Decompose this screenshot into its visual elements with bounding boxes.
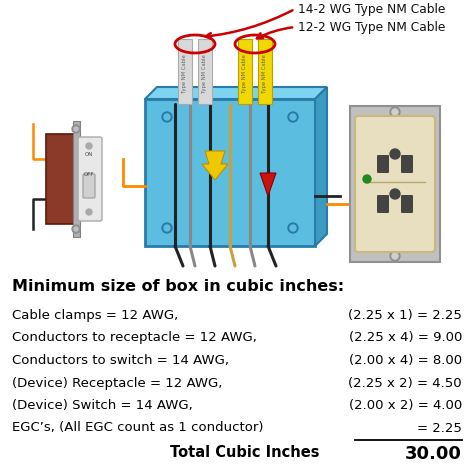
Circle shape <box>392 109 398 115</box>
Text: (Device) Receptacle = 12 AWG,: (Device) Receptacle = 12 AWG, <box>12 376 222 390</box>
FancyBboxPatch shape <box>78 137 102 221</box>
FancyBboxPatch shape <box>377 195 389 212</box>
Polygon shape <box>260 173 276 196</box>
Text: 30.00: 30.00 <box>405 445 462 463</box>
Text: Type NM Cable: Type NM Cable <box>243 55 247 93</box>
Circle shape <box>164 114 170 120</box>
Text: Conductors to switch = 14 AWG,: Conductors to switch = 14 AWG, <box>12 354 229 367</box>
FancyBboxPatch shape <box>145 99 315 246</box>
Circle shape <box>288 223 298 233</box>
Circle shape <box>390 149 400 159</box>
Text: (2.25 x 1) = 2.25: (2.25 x 1) = 2.25 <box>348 309 462 322</box>
Circle shape <box>390 107 400 117</box>
Polygon shape <box>145 87 327 99</box>
FancyBboxPatch shape <box>198 39 212 104</box>
Circle shape <box>288 112 298 122</box>
Text: 14-2 WG Type NM Cable: 14-2 WG Type NM Cable <box>298 2 446 16</box>
Text: Total Cubic Inches: Total Cubic Inches <box>171 445 320 460</box>
Text: 12-2 WG Type NM Cable: 12-2 WG Type NM Cable <box>298 20 446 34</box>
Text: = 2.25: = 2.25 <box>417 421 462 435</box>
FancyBboxPatch shape <box>178 39 192 104</box>
Circle shape <box>392 253 398 259</box>
Text: Type NM Cable: Type NM Cable <box>182 55 188 93</box>
Text: Type NM Cable: Type NM Cable <box>202 55 208 93</box>
FancyBboxPatch shape <box>401 155 412 173</box>
Circle shape <box>290 114 296 120</box>
Text: Minimum size of box in cubic inches:: Minimum size of box in cubic inches: <box>12 279 344 294</box>
Circle shape <box>363 175 371 183</box>
FancyBboxPatch shape <box>46 134 76 224</box>
Circle shape <box>164 225 170 231</box>
FancyBboxPatch shape <box>355 116 435 252</box>
Circle shape <box>86 143 92 149</box>
FancyBboxPatch shape <box>377 155 389 173</box>
Polygon shape <box>202 151 228 180</box>
Text: ON: ON <box>85 152 93 156</box>
Text: Cable clamps = 12 AWG,: Cable clamps = 12 AWG, <box>12 309 178 322</box>
Circle shape <box>86 209 92 215</box>
Text: (2.25 x 4) = 9.00: (2.25 x 4) = 9.00 <box>348 331 462 345</box>
Text: (2.00 x 2) = 4.00: (2.00 x 2) = 4.00 <box>349 399 462 412</box>
Circle shape <box>74 127 78 131</box>
Circle shape <box>390 189 400 199</box>
Circle shape <box>162 112 172 122</box>
Circle shape <box>290 225 296 231</box>
Circle shape <box>74 227 78 231</box>
Text: Conductors to receptacle = 12 AWG,: Conductors to receptacle = 12 AWG, <box>12 331 257 345</box>
Text: (2.25 x 2) = 4.50: (2.25 x 2) = 4.50 <box>348 376 462 390</box>
FancyBboxPatch shape <box>73 121 80 237</box>
Text: (2.00 x 4) = 8.00: (2.00 x 4) = 8.00 <box>349 354 462 367</box>
Text: Type NM Cable: Type NM Cable <box>263 55 267 93</box>
FancyBboxPatch shape <box>401 195 412 212</box>
Circle shape <box>162 223 172 233</box>
Circle shape <box>72 125 80 133</box>
Polygon shape <box>315 87 327 246</box>
Circle shape <box>390 251 400 261</box>
FancyBboxPatch shape <box>258 39 272 104</box>
FancyBboxPatch shape <box>83 174 95 198</box>
Text: OFF: OFF <box>84 172 94 176</box>
Text: EGC’s, (All EGC count as 1 conductor): EGC’s, (All EGC count as 1 conductor) <box>12 421 264 435</box>
Text: (Device) Switch = 14 AWG,: (Device) Switch = 14 AWG, <box>12 399 193 412</box>
FancyBboxPatch shape <box>350 106 440 262</box>
FancyBboxPatch shape <box>238 39 252 104</box>
Circle shape <box>72 225 80 233</box>
